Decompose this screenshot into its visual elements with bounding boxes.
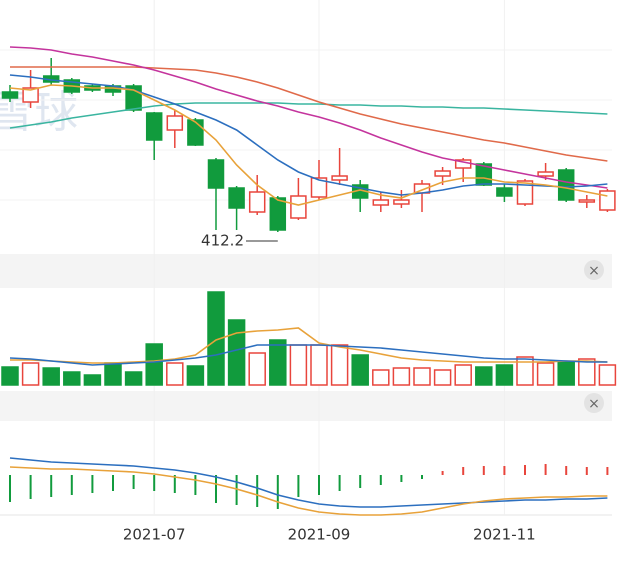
volume-bar	[516, 356, 534, 386]
volume-bar	[433, 369, 452, 386]
volume-bar	[21, 362, 40, 386]
volume-bar	[124, 371, 143, 386]
line	[9, 344, 608, 366]
panel-header	[0, 391, 612, 421]
volume-bar	[392, 367, 411, 386]
candle-body	[331, 175, 348, 181]
volume-bar	[1, 366, 19, 386]
volume-bar	[269, 339, 287, 386]
volume-bar	[330, 344, 349, 386]
candle-body	[599, 190, 616, 211]
volume-bar	[104, 362, 122, 386]
volume-bar	[557, 361, 575, 386]
candle-body	[248, 191, 266, 213]
panel-header	[0, 254, 612, 288]
candle-body	[269, 197, 287, 231]
volume-bar	[536, 362, 555, 386]
candle-body	[496, 187, 513, 197]
volume-bar	[454, 364, 472, 386]
volume-bar	[42, 367, 60, 386]
candle-body	[22, 87, 39, 103]
volume-bar	[413, 367, 431, 386]
close-button[interactable]	[584, 260, 604, 280]
volume-bar	[372, 369, 390, 386]
candle-body	[187, 119, 204, 146]
x-tick-label: 2021-09	[288, 526, 351, 544]
volume-bar	[207, 291, 225, 386]
line	[9, 74, 608, 196]
candle-body	[228, 187, 245, 209]
annotation: 412.2	[201, 232, 244, 250]
volume-bar	[475, 366, 493, 386]
candle-body	[578, 199, 596, 203]
volume-bar	[289, 344, 308, 386]
volume-bar	[166, 362, 184, 386]
line	[9, 457, 608, 508]
close-icon[interactable]: ×	[588, 263, 600, 279]
x-tick-label: 2021-07	[123, 526, 186, 544]
line	[9, 84, 608, 206]
candle-body	[537, 171, 554, 177]
candle-body	[290, 195, 307, 219]
candle-body	[557, 169, 575, 201]
volume-bar	[186, 365, 205, 386]
volume-bar	[578, 358, 596, 386]
volume-bar	[145, 343, 163, 386]
volume-bar	[310, 344, 328, 386]
line	[9, 466, 608, 516]
close-button[interactable]	[584, 393, 604, 413]
volume-bar	[63, 371, 81, 386]
x-tick-label: 2021-11	[473, 526, 536, 544]
candle-body	[372, 199, 390, 206]
candle-body	[207, 159, 225, 189]
line	[10, 327, 608, 364]
candle-body	[145, 112, 163, 141]
line	[9, 46, 608, 189]
candle-body	[516, 180, 534, 205]
candle-body	[434, 170, 451, 177]
line	[10, 66, 608, 162]
volume-bar	[598, 364, 617, 386]
volume-bar	[83, 374, 102, 386]
candle-body	[310, 177, 328, 198]
candle-body	[166, 115, 184, 131]
line	[9, 102, 608, 129]
volume-bar	[227, 319, 246, 386]
volume-bar	[248, 352, 266, 386]
volume-bar	[351, 354, 369, 386]
close-icon[interactable]: ×	[588, 396, 600, 412]
candle-body	[393, 199, 410, 205]
volume-bar	[495, 364, 514, 386]
candle-body	[1, 91, 19, 99]
candle-body	[475, 163, 493, 186]
